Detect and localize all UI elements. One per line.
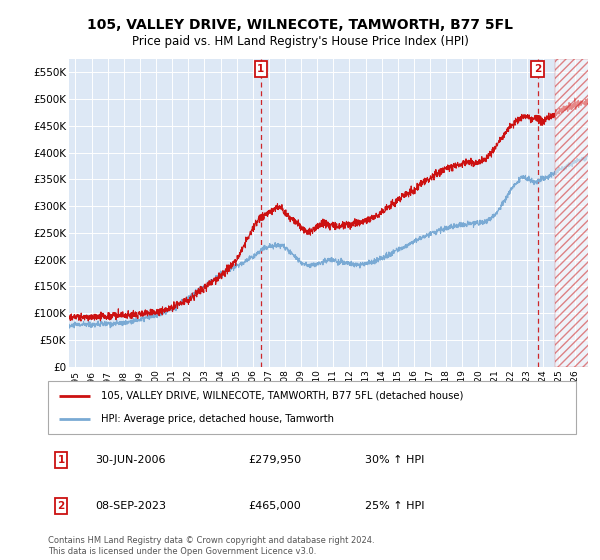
Text: 1: 1 [257, 64, 265, 74]
Text: 30% ↑ HPI: 30% ↑ HPI [365, 455, 424, 465]
Text: 30-JUN-2006: 30-JUN-2006 [95, 455, 166, 465]
Text: 25% ↑ HPI: 25% ↑ HPI [365, 501, 424, 511]
Text: HPI: Average price, detached house, Tamworth: HPI: Average price, detached house, Tamw… [101, 414, 334, 424]
Text: 105, VALLEY DRIVE, WILNECOTE, TAMWORTH, B77 5FL (detached house): 105, VALLEY DRIVE, WILNECOTE, TAMWORTH, … [101, 391, 463, 401]
Text: £279,950: £279,950 [248, 455, 302, 465]
Bar [555, 59, 600, 367]
Text: 2: 2 [58, 501, 65, 511]
Text: 2: 2 [534, 64, 541, 74]
Text: 08-SEP-2023: 08-SEP-2023 [95, 501, 167, 511]
Text: 1: 1 [58, 455, 65, 465]
FancyBboxPatch shape [48, 381, 576, 434]
Text: Price paid vs. HM Land Registry's House Price Index (HPI): Price paid vs. HM Land Registry's House … [131, 35, 469, 49]
Text: Contains HM Land Registry data © Crown copyright and database right 2024.
This d: Contains HM Land Registry data © Crown c… [48, 536, 374, 556]
Text: 105, VALLEY DRIVE, WILNECOTE, TAMWORTH, B77 5FL: 105, VALLEY DRIVE, WILNECOTE, TAMWORTH, … [87, 18, 513, 32]
Text: £465,000: £465,000 [248, 501, 301, 511]
